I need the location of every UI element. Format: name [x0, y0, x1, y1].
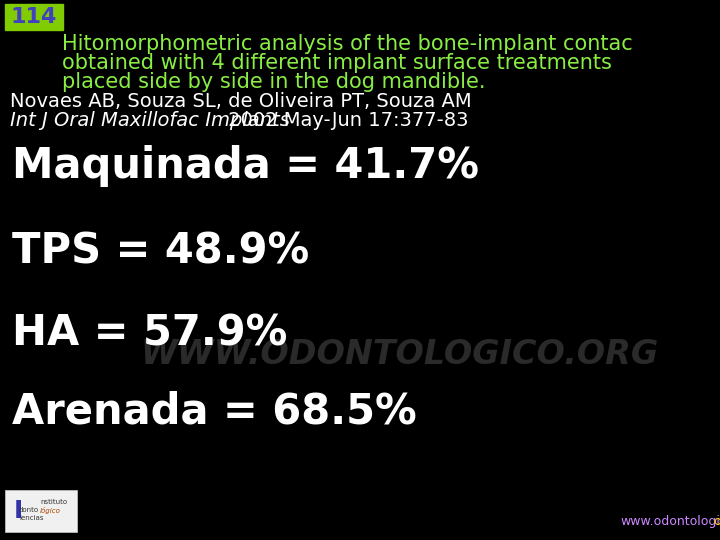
Text: WWW.ODONTOLOGICO.ORG: WWW.ODONTOLOGICO.ORG	[141, 339, 659, 372]
Text: HA = 57.9%: HA = 57.9%	[12, 312, 287, 354]
Text: Maquinada = 41.7%: Maquinada = 41.7%	[12, 145, 479, 187]
Text: Arenada = 68.5%: Arenada = 68.5%	[12, 390, 417, 432]
Text: nstituto: nstituto	[40, 499, 67, 505]
Text: Hitomorphometric analysis of the bone-implant contac: Hitomorphometric analysis of the bone-im…	[62, 34, 633, 54]
FancyBboxPatch shape	[5, 490, 77, 532]
Text: 114: 114	[11, 7, 57, 27]
Text: lógico: lógico	[40, 507, 61, 514]
FancyBboxPatch shape	[5, 4, 63, 30]
Text: Int J Oral Maxillofac Implants: Int J Oral Maxillofac Implants	[10, 111, 290, 130]
Text: obtained with 4 different implant surface treatments: obtained with 4 different implant surfac…	[62, 53, 612, 73]
Text: iencias: iencias	[19, 515, 43, 521]
Text: 2002 May-Jun 17:377-83: 2002 May-Jun 17:377-83	[222, 111, 468, 130]
Text: placed side by side in the dog mandible.: placed side by side in the dog mandible.	[62, 72, 485, 92]
Text: www.odontologico.: www.odontologico.	[620, 515, 720, 528]
Text: org: org	[714, 515, 720, 528]
Text: I: I	[14, 499, 22, 523]
Text: Novaes AB, Souza SL, de Oliveira PT, Souza AM: Novaes AB, Souza SL, de Oliveira PT, Sou…	[10, 92, 472, 111]
Text: donto: donto	[19, 507, 39, 513]
Text: TPS = 48.9%: TPS = 48.9%	[12, 230, 310, 272]
